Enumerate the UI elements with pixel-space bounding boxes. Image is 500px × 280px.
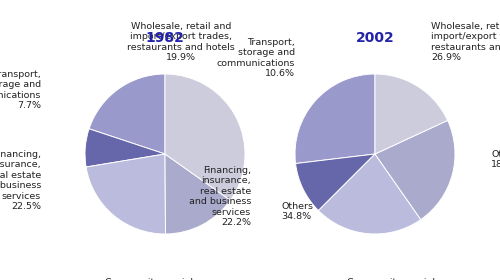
Text: Transport,
storage and
communications
7.7%: Transport, storage and communications 7.… xyxy=(0,70,41,110)
Text: Financing,
insurance,
real estate
and business
services
22.5%: Financing, insurance, real estate and bu… xyxy=(0,150,41,211)
Title: 2002: 2002 xyxy=(356,31,395,45)
Text: Others
34.8%: Others 34.8% xyxy=(281,202,313,221)
Wedge shape xyxy=(318,154,421,234)
Text: Others
18.1%: Others 18.1% xyxy=(491,150,500,169)
Wedge shape xyxy=(296,154,375,211)
Text: Wholesale, retail and
import/export trades,
restaurants and hotels
26.9%: Wholesale, retail and import/export trad… xyxy=(431,22,500,62)
Wedge shape xyxy=(85,129,165,167)
Text: Financing,
insurance,
real estate
and business
services
22.2%: Financing, insurance, real estate and bu… xyxy=(188,166,251,227)
Title: 1982: 1982 xyxy=(146,31,184,45)
Wedge shape xyxy=(89,74,165,154)
Wedge shape xyxy=(375,74,448,154)
Text: Community, social
and personal services
22.2%: Community, social and personal services … xyxy=(339,278,443,280)
Wedge shape xyxy=(165,74,245,200)
Wedge shape xyxy=(165,154,230,234)
Wedge shape xyxy=(295,74,375,164)
Wedge shape xyxy=(86,154,166,234)
Text: Wholesale, retail and
import/export trades,
restaurants and hotels
19.9%: Wholesale, retail and import/export trad… xyxy=(127,22,235,62)
Text: Transport,
storage and
communications
10.6%: Transport, storage and communications 10… xyxy=(216,38,295,78)
Text: Community, social
and personal services
15.1%: Community, social and personal services … xyxy=(97,278,201,280)
Wedge shape xyxy=(375,120,455,220)
